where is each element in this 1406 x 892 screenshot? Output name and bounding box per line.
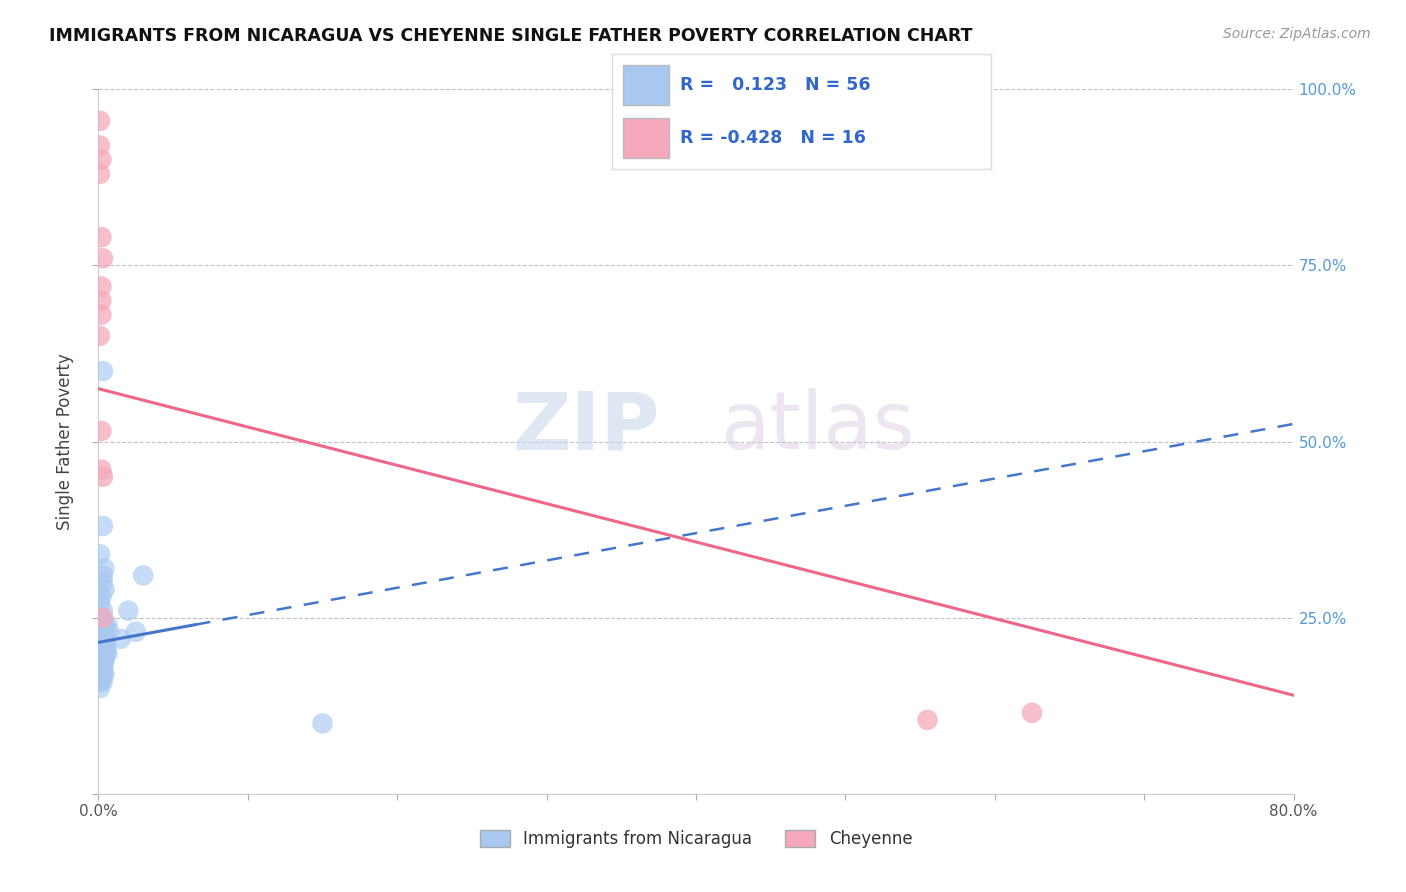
Legend: Immigrants from Nicaragua, Cheyenne: Immigrants from Nicaragua, Cheyenne [471,822,921,856]
Point [93,632,115,646]
Point [89,624,111,639]
Point [89,646,111,660]
FancyBboxPatch shape [623,119,669,158]
Point [90,674,112,689]
Point [96,646,118,660]
Point [90,660,112,674]
Point [917,713,939,727]
Point [91,604,114,618]
Point [90,632,112,646]
Point [1021,706,1043,720]
Point [89,660,111,674]
Point [97,624,120,639]
Y-axis label: Single Father Poverty: Single Father Poverty [56,353,75,530]
Point [311,716,333,731]
Point [90,632,112,646]
Point [90,624,112,639]
Point [91,660,114,674]
Point [90,230,112,244]
Point [89,547,111,561]
Point [91,646,114,660]
Text: R =   0.123   N = 56: R = 0.123 N = 56 [681,76,870,94]
Point [90,293,112,308]
Point [91,632,114,646]
Text: Source: ZipAtlas.com: Source: ZipAtlas.com [1223,27,1371,41]
Point [91,364,114,378]
Point [93,653,115,667]
Point [89,328,111,343]
Point [91,660,114,674]
Point [90,610,112,624]
Point [132,568,155,582]
Point [110,632,132,646]
Point [91,568,114,582]
Point [93,582,115,597]
Point [89,639,111,653]
Point [93,617,115,632]
Point [91,660,114,674]
Point [90,646,112,660]
FancyBboxPatch shape [623,65,669,104]
Point [89,167,111,181]
Point [125,624,148,639]
Point [91,469,114,483]
Text: R = -0.428   N = 16: R = -0.428 N = 16 [681,129,866,147]
Point [117,604,139,618]
Point [91,519,114,533]
Point [91,610,114,624]
Point [89,114,111,128]
Point [91,252,114,266]
Point [90,632,112,646]
Point [91,653,114,667]
Point [91,674,114,689]
Point [93,561,115,575]
Point [90,632,112,646]
Point [90,646,112,660]
Point [90,424,112,438]
Point [91,667,114,681]
Point [91,624,114,639]
Point [89,674,111,689]
Point [91,667,114,681]
Point [94,639,117,653]
Point [89,138,111,153]
Point [94,646,117,660]
Point [93,639,115,653]
Point [90,308,112,322]
Point [90,590,112,604]
Point [91,653,114,667]
Text: IMMIGRANTS FROM NICARAGUA VS CHEYENNE SINGLE FATHER POVERTY CORRELATION CHART: IMMIGRANTS FROM NICARAGUA VS CHEYENNE SI… [49,27,973,45]
Point [90,279,112,293]
Point [93,667,115,681]
Point [90,639,112,653]
Point [91,575,114,590]
Point [90,463,112,477]
Text: atlas: atlas [720,388,914,467]
Point [89,681,111,696]
Point [94,632,117,646]
Point [89,597,111,611]
Text: ZIP: ZIP [513,388,661,467]
Point [89,646,111,660]
Point [90,153,112,167]
Point [93,653,115,667]
Point [96,617,118,632]
